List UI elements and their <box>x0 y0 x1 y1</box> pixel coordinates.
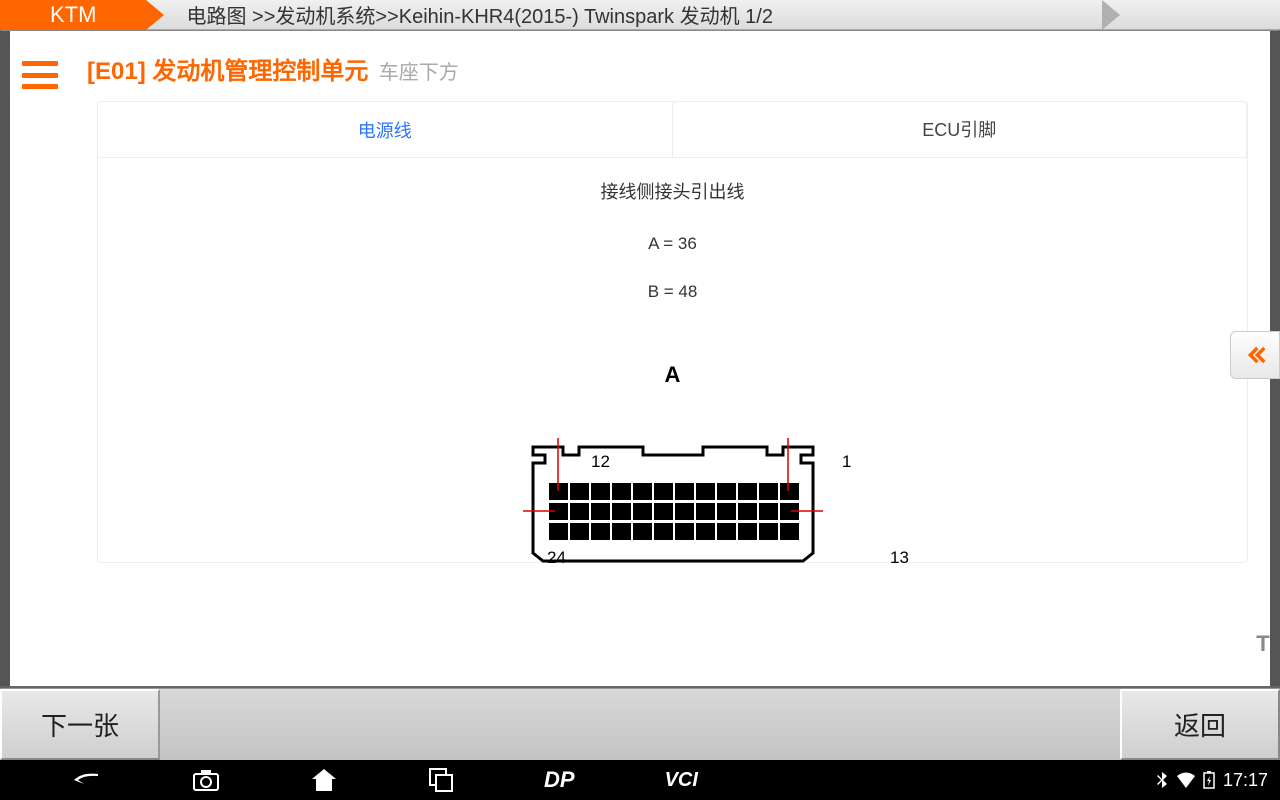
pin-label-13: 13 <box>890 548 909 568</box>
connector-label-a: A <box>98 362 1247 388</box>
pin-label-1: 1 <box>842 452 851 472</box>
dp-logo[interactable]: DP <box>544 767 575 793</box>
tab-ecu-label: ECU引脚 <box>922 116 996 142</box>
system-navbar: DP VCI 17:17 <box>0 760 1280 800</box>
next-button-label: 下一张 <box>41 706 119 743</box>
next-button[interactable]: 下一张 <box>0 689 160 760</box>
home-icon[interactable] <box>310 767 338 793</box>
bluetooth-icon <box>1155 772 1169 788</box>
side-drawer-toggle[interactable] <box>1230 331 1280 379</box>
connector-svg <box>523 433 823 563</box>
left-gutter <box>0 31 10 686</box>
recent-apps-icon[interactable] <box>428 767 454 793</box>
chevron-left-double-icon <box>1241 341 1269 369</box>
button-spacer <box>160 689 1120 760</box>
page-title-location: 车座下方 <box>379 62 459 84</box>
wifi-icon <box>1177 772 1195 788</box>
panel-title: 接线侧接头引出线 <box>98 178 1247 204</box>
bottom-button-bar: 下一张 返回 <box>0 688 1280 760</box>
tab-ecu-pins[interactable]: ECU引脚 <box>672 101 1248 157</box>
content-card: 电源线 ECU引脚 接线侧接头引出线 A = 36 B = 48 A 12 1 … <box>97 101 1248 563</box>
tab-power-label: 电源线 <box>358 117 412 143</box>
tab-bar: 电源线 ECU引脚 <box>98 102 1247 158</box>
page-title-code: [E01] 发动机管理控制单元 <box>87 58 368 85</box>
pin-label-12: 12 <box>591 452 610 472</box>
breadcrumb-text: 电路图 >>发动机系统>>Keihin-KHR4(2015-) Twinspar… <box>186 0 773 29</box>
sidebar-handle[interactable] <box>2 31 77 686</box>
pin-label-24: 24 <box>547 548 566 568</box>
side-t-indicator: T <box>1248 631 1278 657</box>
vci-logo[interactable]: VCI <box>665 769 698 792</box>
battery-icon <box>1203 771 1215 789</box>
connector-diagram: A 12 1 24 13 <box>98 362 1247 562</box>
hamburger-icon <box>22 61 58 89</box>
page-title-row: [E01] 发动机管理控制单元 车座下方 <box>87 41 1258 101</box>
top-breadcrumb-bar: KTM 电路图 >>发动机系统>>Keihin-KHR4(2015-) Twin… <box>0 0 1280 30</box>
ecu-panel: 接线侧接头引出线 A = 36 B = 48 A 12 1 24 13 <box>98 158 1247 562</box>
brand-chip: KTM <box>0 0 146 30</box>
back-button[interactable]: 返回 <box>1120 689 1280 760</box>
clock: 17:17 <box>1223 770 1268 791</box>
back-button-label: 返回 <box>1174 706 1226 743</box>
back-icon[interactable] <box>72 768 102 792</box>
panel-line-a: A = 36 <box>98 234 1247 254</box>
tab-power-line[interactable]: 电源线 <box>98 102 672 157</box>
breadcrumb: 电路图 >>发动机系统>>Keihin-KHR4(2015-) Twinspar… <box>146 0 1280 30</box>
camera-icon[interactable] <box>192 768 220 792</box>
main-content: [E01] 发动机管理控制单元 车座下方 电源线 ECU引脚 接线侧接头引出线 … <box>0 30 1280 688</box>
panel-line-b: B = 48 <box>98 282 1247 302</box>
status-tray: 17:17 <box>1155 770 1268 791</box>
breadcrumb-arrow-icon <box>1102 0 1120 30</box>
brand-label: KTM <box>50 2 96 28</box>
